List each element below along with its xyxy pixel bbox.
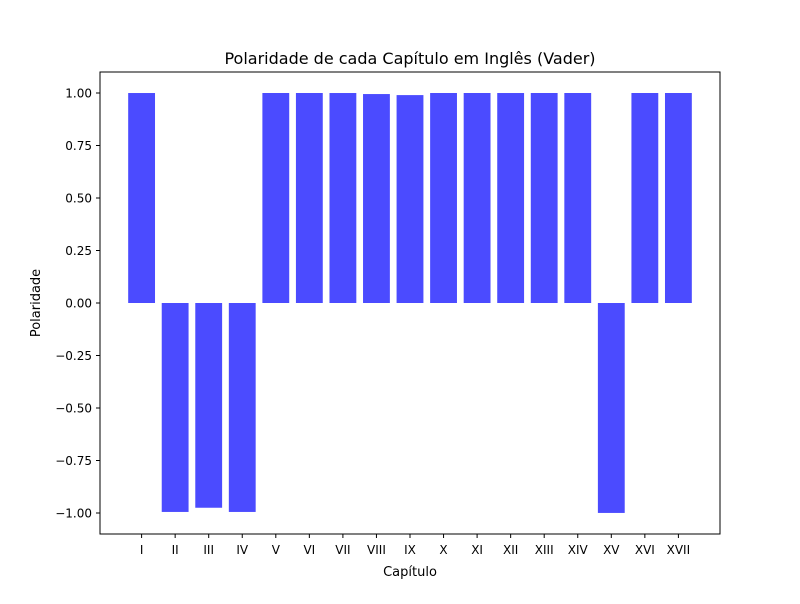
x-tick-label: VII (335, 543, 350, 557)
bar-XI (463, 93, 491, 303)
bar-X (430, 93, 457, 303)
y-tick-label: 1.00 (65, 87, 92, 101)
bar-XV (597, 303, 625, 513)
bar-XVII (664, 93, 692, 303)
y-axis-label: Polaridade (29, 269, 44, 337)
y-tick-label: −1.00 (55, 507, 92, 521)
x-tick-label: XIII (535, 543, 554, 557)
x-tick-label: XII (503, 543, 518, 557)
x-axis-label: Capítulo (383, 565, 437, 580)
bar-IV (228, 303, 256, 512)
x-tick-label: XIV (568, 543, 589, 557)
x-tick-label: XI (471, 543, 483, 557)
bar-IX (396, 95, 424, 303)
y-axis-ticks: −1.00 −0.75 −0.50 −0.25 0.00 0.25 0.50 0.75 1.00 (55, 87, 100, 521)
bar-I (128, 93, 156, 304)
plot-frame (99, 71, 721, 535)
y-tick-label: 0.50 (65, 192, 92, 206)
bar-XIV (564, 93, 592, 303)
bar-VI (295, 93, 323, 303)
bar-XII (497, 93, 525, 304)
x-tick-label: VI (303, 543, 315, 557)
bar-XVI (631, 93, 659, 303)
chart-title: Polaridade de cada Capítulo em Inglês (V… (224, 49, 595, 68)
y-tick-label: 0.25 (65, 244, 92, 258)
x-tick-label: XVI (635, 543, 655, 557)
bar-V (262, 93, 290, 303)
y-tick-label: 0.75 (65, 139, 92, 153)
x-tick-label: XVII (667, 543, 691, 557)
y-tick-label: −0.50 (55, 402, 92, 416)
bars-group (128, 93, 692, 513)
x-tick-label: III (203, 543, 214, 557)
y-tick-label: −0.75 (55, 454, 92, 468)
bar-II (161, 303, 189, 512)
x-tick-label: IX (404, 543, 416, 557)
bar-VIII (363, 94, 390, 303)
x-axis-ticks: I II III IV V VI VII VIII IX X XI XII XIII XIV XV XVI XV… (140, 534, 690, 557)
x-tick-label: XV (603, 543, 620, 557)
y-tick-label: −0.25 (55, 349, 92, 363)
y-tick-label: 0.00 (65, 297, 92, 311)
x-tick-label: V (272, 543, 281, 557)
bar-III (195, 303, 223, 508)
bar-XIII (530, 93, 558, 303)
x-tick-label: II (172, 543, 179, 557)
x-tick-label: I (140, 543, 144, 557)
x-tick-label: X (439, 543, 447, 557)
x-tick-label: IV (236, 543, 249, 557)
x-tick-label: VIII (367, 543, 386, 557)
bar-VII (329, 93, 357, 304)
